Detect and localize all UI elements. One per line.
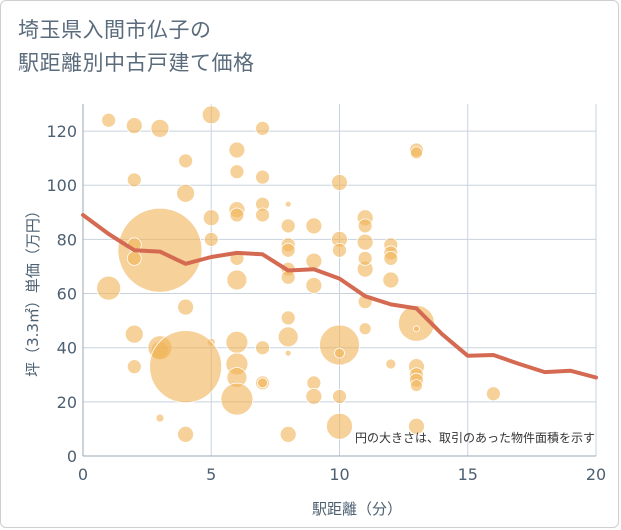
chart-title: 埼玉県入間市仏子の 駅距離別中古戸建て価格 [18,18,255,75]
x-axis-label: 駅距離（分） [312,500,402,518]
bubble-point [485,386,501,402]
x-tick-label: 15 [458,465,478,484]
bubble-size-note: 円の大きさは、取引のあった物件面積を示す [355,430,595,445]
bubble-point [357,218,373,234]
bubble-point [279,425,297,443]
bubble-point [178,153,194,169]
bubble-point [124,324,144,344]
bubble-point [202,209,220,227]
bubble-point [101,112,117,128]
bubble-point [177,425,195,443]
bubble-point [410,146,423,160]
x-tick-label: 0 [78,465,88,484]
bubble-point [177,298,195,316]
y-tick-label: 80 [57,230,77,249]
bubble-point [257,377,268,389]
bubble-point [126,250,142,266]
bubble-point [332,389,347,404]
bubble-point [203,231,219,247]
bubble-point [280,310,296,326]
bubble-point [413,325,420,333]
bubble-point [96,275,122,301]
bubble-point [358,322,372,336]
bubble-point [334,347,345,359]
y-tick-label: 120 [46,122,77,141]
bubble-point [126,359,142,375]
bubble-point [255,207,270,223]
bubble-point [332,242,347,258]
bubble-point [383,250,399,266]
bubble-point [331,174,348,191]
bubble-point [356,233,374,251]
bubble-point [220,382,254,416]
bubble-point [410,379,423,393]
bubble-point [326,412,353,440]
y-axis-label: 坪（3.3㎡）単価（万円） [24,203,42,377]
x-tick-label: 20 [586,465,606,484]
x-tick-label: 10 [329,465,349,484]
bubble-point [357,250,373,266]
bubble-point [228,141,246,159]
bubble-point [255,169,270,185]
bubble-point [225,330,249,354]
average-price-line [81,213,598,380]
bubble-point [305,217,323,235]
bubble-point [305,252,323,270]
tick-layer: 0 5 10 15 20 0 20 40 60 80 100 120 [46,122,606,484]
bubble-point [280,242,296,258]
bubble-point [149,330,223,404]
bubble-point [284,349,292,357]
bubble-point [277,326,299,348]
y-tick-label: 100 [46,176,77,195]
bubble-point [229,164,245,180]
bubble-point [408,417,425,435]
x-tick-label: 5 [206,465,216,484]
bubble-point [255,340,270,356]
y-tick-label: 40 [57,339,77,358]
bubble-point [284,200,292,208]
bubble-point [155,413,165,423]
bubble-point [255,120,270,136]
bubble-point [385,358,397,370]
bubble-layer [96,105,501,443]
bubble-point [176,183,196,203]
bubble-point [280,218,296,234]
bubble-point [150,118,170,138]
bubble-point [226,269,248,291]
bubble-point [306,375,322,391]
bubble-point [125,117,143,135]
bubble-point [201,105,221,125]
y-tick-label: 0 [67,447,77,466]
y-tick-label: 60 [57,285,77,304]
bubble-point [305,388,323,405]
bubble-point [382,271,400,289]
bubble-point [126,172,142,188]
bubble-point [398,304,435,342]
y-tick-label: 20 [57,393,77,412]
bubble-point [305,277,323,294]
bubble-point [229,207,245,223]
bubble-point [319,324,360,366]
trend-line-layer [81,213,598,380]
